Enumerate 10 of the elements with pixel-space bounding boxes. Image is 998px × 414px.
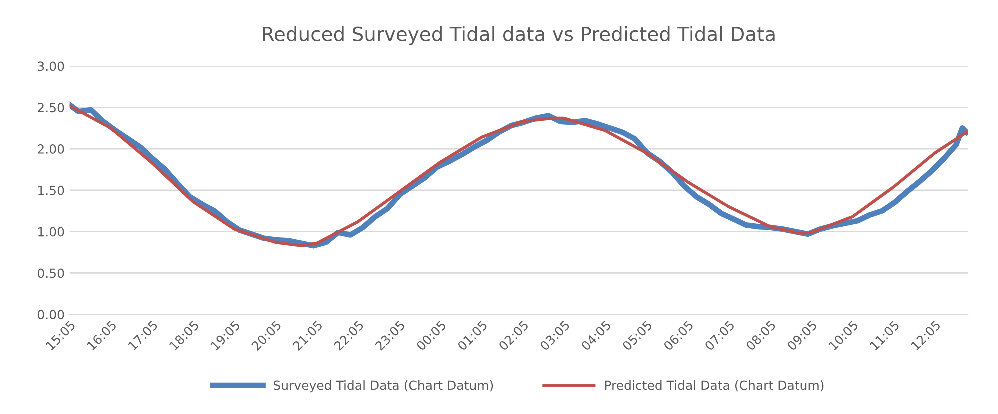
y-tick-label: 0.00 [38,310,64,320]
y-tick-label: 1.50 [38,186,64,196]
y-tick-label: 2.50 [38,103,64,113]
legend-label: Predicted Tidal Data (Chart Datum) [605,380,824,392]
y-tick-label: 1.00 [38,227,64,237]
chart-title: Reduced Surveyed Tidal data vs Predicted Tidal Data [263,26,775,46]
y-tick-label: 3.00 [38,62,64,72]
legend-label: Surveyed Tidal Data (Chart Datum) [274,380,494,393]
y-tick-label: 0.50 [38,268,64,278]
y-tick-label: 2.00 [38,144,64,154]
